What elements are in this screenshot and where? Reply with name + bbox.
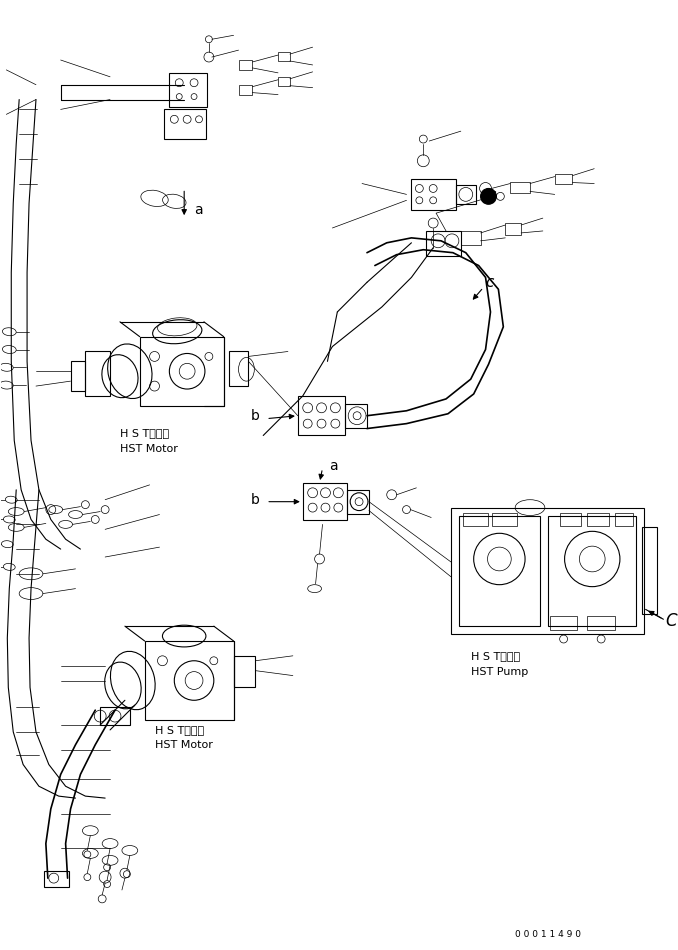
Text: c: c — [487, 188, 496, 203]
Bar — [641, 527, 658, 615]
Bar — [44, 871, 68, 887]
Bar — [140, 336, 224, 406]
Bar — [85, 352, 110, 396]
Bar — [239, 85, 252, 95]
Bar — [347, 490, 369, 514]
Bar — [239, 60, 252, 70]
Text: c: c — [485, 275, 494, 290]
Bar — [412, 179, 456, 210]
Bar — [278, 77, 290, 86]
Text: a: a — [330, 459, 338, 473]
Text: 0 0 0 1 1 4 9 0: 0 0 0 1 1 4 9 0 — [515, 930, 581, 939]
Bar — [587, 617, 615, 630]
Bar — [548, 516, 636, 626]
Text: HST Motor: HST Motor — [155, 740, 212, 750]
Bar — [228, 352, 248, 386]
Text: H S Tモータ: H S Tモータ — [155, 725, 203, 735]
Text: b: b — [250, 408, 259, 423]
Bar — [615, 513, 633, 526]
Bar — [456, 184, 476, 204]
Bar — [451, 507, 643, 634]
Bar — [550, 617, 578, 630]
Text: H S Tポンプ: H S Tポンプ — [471, 651, 520, 661]
Bar — [170, 73, 207, 107]
Bar — [278, 52, 290, 61]
Text: HST Pump: HST Pump — [471, 667, 528, 676]
Bar — [511, 181, 530, 194]
Text: a: a — [194, 203, 203, 218]
Bar — [426, 231, 461, 256]
Bar — [555, 174, 572, 183]
Bar — [298, 396, 345, 435]
Bar — [459, 516, 540, 626]
Text: b: b — [250, 493, 259, 506]
Text: HST Motor: HST Motor — [120, 445, 178, 454]
Bar — [71, 361, 85, 391]
Circle shape — [481, 188, 496, 204]
Bar — [463, 513, 487, 526]
Text: H S Tモータ: H S Tモータ — [120, 428, 169, 439]
Bar — [587, 513, 609, 526]
Bar — [492, 513, 517, 526]
Bar — [505, 223, 521, 235]
Bar — [461, 231, 481, 245]
Bar — [234, 656, 256, 688]
Text: C: C — [665, 612, 677, 630]
Bar — [144, 641, 234, 720]
Bar — [100, 707, 130, 725]
Bar — [559, 513, 582, 526]
Bar — [303, 483, 347, 521]
Bar — [345, 404, 367, 428]
Bar — [165, 109, 206, 139]
